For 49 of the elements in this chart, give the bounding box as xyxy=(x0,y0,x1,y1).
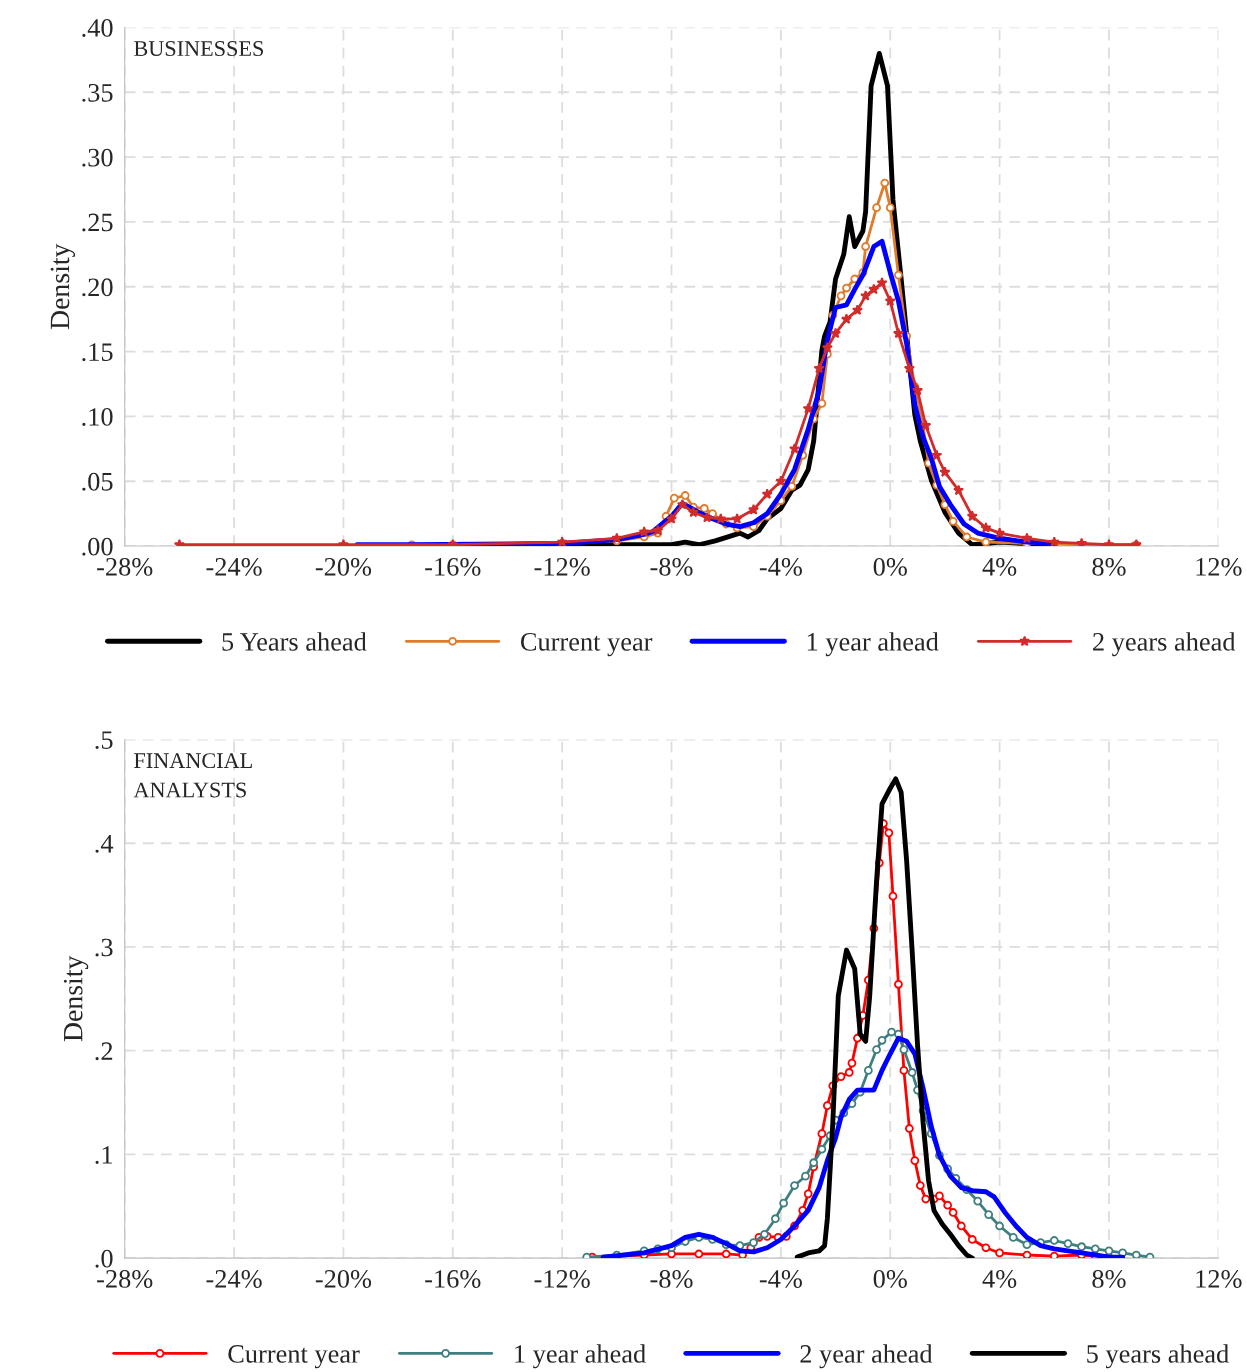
x-tick-label: -16% xyxy=(425,1270,481,1288)
x-tick-label: 0% xyxy=(873,557,907,576)
x-tick-label: -8% xyxy=(650,1270,693,1288)
y-tick-label: .30 xyxy=(82,148,113,167)
y-tick-label: .5 xyxy=(95,731,113,750)
y-tick-label: .1 xyxy=(95,1146,113,1164)
legend-label: 5 years ahead xyxy=(1087,1344,1229,1369)
x-tick-label: 12% xyxy=(1196,557,1242,576)
x-tick-label: -16% xyxy=(425,557,481,576)
y-tick-label: .25 xyxy=(82,213,113,232)
y-tick-label: .4 xyxy=(95,835,114,853)
y-tick-label: .40 xyxy=(82,19,113,37)
legend-label: 2 year ahead xyxy=(800,1344,933,1369)
x-tick-label: -8% xyxy=(650,557,693,576)
x-tick-label: 4% xyxy=(982,557,1017,576)
y-tick-label: .10 xyxy=(82,408,113,426)
y-tick-label: .00 xyxy=(82,537,113,556)
y-tick-label: .2 xyxy=(95,1042,113,1061)
annotation: BUSINESSES xyxy=(134,41,263,57)
x-tick-label: -4% xyxy=(759,557,802,576)
y-axis-title: Density xyxy=(63,955,89,1042)
legend-label: 1 year ahead xyxy=(515,1344,646,1369)
y-tick-label: .35 xyxy=(82,83,113,102)
y-tick-label: .05 xyxy=(82,472,113,491)
x-tick-label: -28% xyxy=(97,557,153,576)
x-tick-label: 8% xyxy=(1092,1270,1126,1288)
x-tick-label: -12% xyxy=(534,557,590,576)
y-tick-label: .15 xyxy=(82,343,113,362)
y-tick-label: .0 xyxy=(95,1249,113,1268)
x-tick-label: 8% xyxy=(1092,557,1126,576)
legend-label: Current year xyxy=(228,1345,360,1369)
legend-label: 2 years ahead xyxy=(1093,632,1236,657)
legend-label: 1 year ahead xyxy=(807,632,939,657)
annotation: FINANCIAL ANALYSTS xyxy=(133,753,252,798)
x-tick-label: -24% xyxy=(206,557,262,576)
x-tick-label: 4% xyxy=(982,1270,1017,1288)
y-tick-label: .20 xyxy=(82,278,113,297)
x-tick-label: 12% xyxy=(1196,1270,1242,1288)
legend-label: 5 Years ahead xyxy=(222,632,367,651)
x-tick-label: -28% xyxy=(97,1270,153,1288)
x-tick-label: -24% xyxy=(206,1270,262,1288)
x-tick-label: -12% xyxy=(534,1270,590,1288)
x-tick-label: 0% xyxy=(873,1270,907,1288)
x-tick-label: -20% xyxy=(315,1270,372,1288)
x-tick-label: -4% xyxy=(759,1270,802,1288)
x-tick-label: -20% xyxy=(315,557,372,576)
y-tick-label: .3 xyxy=(95,938,113,957)
legend-label: Current year xyxy=(520,633,653,657)
y-axis-title: Density xyxy=(50,243,76,330)
